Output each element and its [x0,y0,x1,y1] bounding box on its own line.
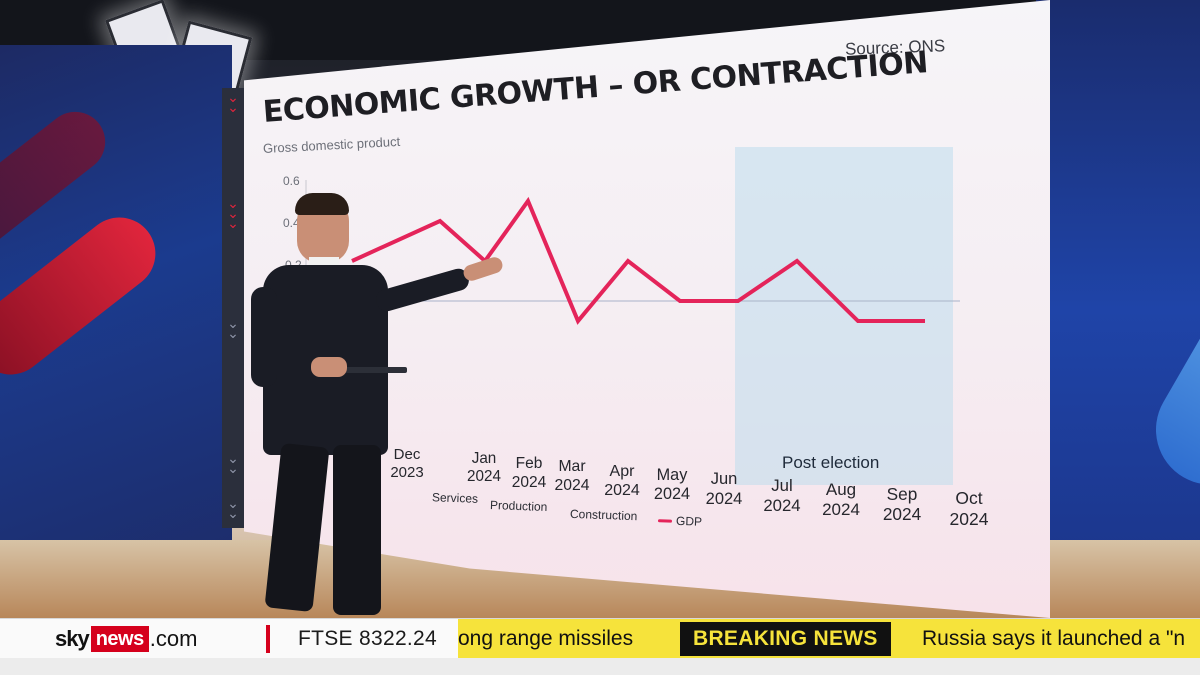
wall-graphic [0,202,170,390]
chevron-down-icon: ⌄ ⌄ ⌄ [227,195,239,231]
presenter-hand [311,357,347,377]
legend-label: GDP [675,513,703,529]
x-tick-label: Jan 2024 [467,450,501,486]
logo-sky: sky [55,626,90,651]
y-tick-label: 0.6 [283,174,300,188]
chevron-down-icon: ⌄ ⌄ [227,450,239,476]
bottom-strip [0,658,1200,675]
chevron-down-icon: ⌄ ⌄ [227,495,239,521]
presenter-hand [461,255,505,283]
ticker-divider [266,625,270,653]
presenter-arm-left [251,287,277,387]
x-tick-label: Jun 2024 [705,470,743,508]
breaking-news-strip: ong range missiles BREAKING NEWS Russia … [458,619,1200,659]
presenter-arm-right [373,266,472,314]
x-tick-label: Dec 2023 [390,446,424,481]
scrolling-headline: ong range missiles [458,627,634,650]
presenter [235,193,515,625]
y-tick-label: 0.4 [283,216,300,230]
x-tick-label: Mar 2024 [554,458,590,494]
post-election-label: Post election [782,453,880,472]
x-tick-label: Sep 2024 [882,484,922,525]
sky-news-logo[interactable]: sky news .com [55,626,198,652]
chevron-down-icon: ⌄ ⌄ [227,315,239,341]
chevron-down-icon: ⌄ ⌄ [227,89,239,115]
presenter-hair [295,193,349,215]
market-ticker: FTSE 8322.24 [298,627,438,650]
legend-swatch [657,519,673,524]
legend-gdp: GDP [657,513,703,529]
logo-com: .com [149,626,198,651]
x-tick-label: Apr 2024 [604,463,640,499]
scrolling-headline: Russia says it launched a "n [922,627,1186,650]
news-ticker: sky news .com FTSE 8322.24 ong range mis… [0,618,1200,659]
right-video-wall [1036,0,1200,618]
x-tick-label: Oct 2024 [949,488,989,529]
logo-news: news [90,626,149,652]
post-election-band [735,147,953,485]
x-tick-label: May 2024 [653,466,691,504]
wall-graphic [1135,285,1200,505]
presenter-leg [264,442,330,613]
presenter-leg [333,445,381,615]
x-tick-label: Feb 2024 [511,455,547,491]
breaking-news-label: BREAKING NEWS [680,622,891,656]
legend-construction: Construction [570,507,638,523]
x-tick-label: Jul 2024 [763,476,801,515]
tablet [335,367,407,373]
left-video-wall [0,45,232,565]
chevron-strip: ⌄ ⌄ ⌄ ⌄ ⌄ ⌄ ⌄ ⌄ ⌄ ⌄ ⌄ [222,88,244,528]
legend-label: Construction [569,506,638,524]
x-tick-label: Aug 2024 [822,480,860,519]
